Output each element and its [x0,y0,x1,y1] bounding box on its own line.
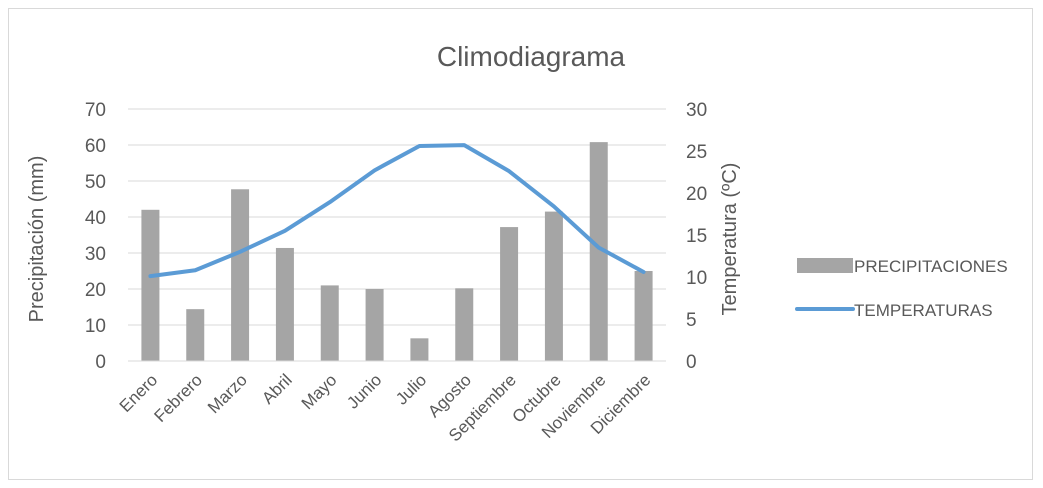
legend-label-precipitation: PRECIPITACIONES [854,257,1008,276]
gridlines [128,108,666,326]
precipitation-bar [141,209,160,361]
precipitation-bar [365,289,384,361]
left-axis-tick-label: 10 [85,316,106,337]
left-axis-tick-label: 60 [85,136,106,157]
legend-swatch-precipitation [797,258,853,273]
precipitation-bar [275,247,294,361]
precipitation-bar [320,285,339,361]
precipitation-bar [410,338,429,361]
right-axis-tick-label: 0 [686,352,697,373]
precipitation-bar [544,211,563,361]
temperature-line [148,143,646,279]
legend: PRECIPITACIONES TEMPERATURAS [795,257,1008,320]
x-axis-tick-label: Abril [258,370,295,407]
right-axis-tick-label: 5 [686,310,697,331]
right-axis-tick-label: 10 [686,268,707,289]
right-axis-tick-label: 25 [686,142,707,163]
legend-label-temperature: TEMPERATURAS [854,301,993,320]
left-axis-tick-label: 30 [85,244,106,265]
x-axis-tick-label: Junio [343,370,385,412]
chart-title: Climodiagrama [437,41,626,72]
right-axis-tick-label: 15 [686,226,707,247]
x-axis-tick-label: Febrero [151,370,207,426]
left-axis-tick-label: 50 [85,172,106,193]
right-axis-ticks: 0 5 10 15 20 25 30 [686,100,707,373]
precipitation-bar [634,271,653,361]
left-axis-tick-label: 70 [85,100,106,121]
right-axis-tick-label: 20 [686,184,707,205]
x-axis-tick-label: Mayo [298,370,341,413]
left-axis-ticks: 0 10 20 30 40 50 60 70 [85,100,106,373]
left-axis-tick-label: 0 [95,352,106,373]
left-axis-tick-label: 40 [85,208,106,229]
precipitation-bar [186,309,205,361]
x-axis-tick-label: Julio [392,370,430,408]
chart-area [8,8,1033,480]
precipitation-bar [231,189,250,361]
left-axis-title: Precipitación (mm) [26,156,48,323]
temperature-line-group [148,143,646,279]
left-axis-tick-label: 20 [85,280,106,301]
precipitation-bar [589,142,608,361]
right-axis-title: Temperatura (ºC) [719,163,741,316]
x-axis-tick-label: Marzo [204,370,251,417]
precipitation-bar [455,288,474,361]
right-axis-tick-label: 30 [686,100,707,121]
precipitation-bar [500,227,519,361]
precipitation-bars [141,142,653,361]
